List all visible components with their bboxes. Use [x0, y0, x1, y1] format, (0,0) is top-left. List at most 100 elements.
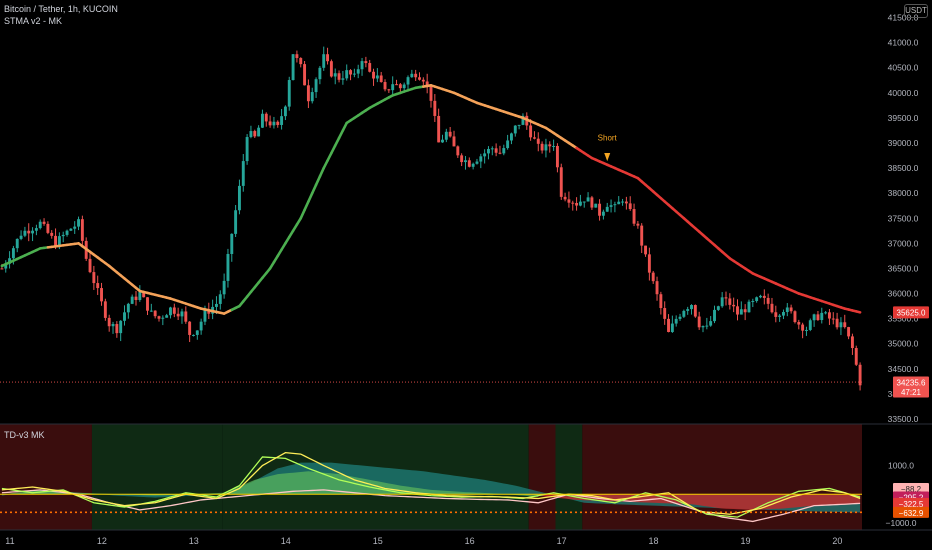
price-tags: 35625.034235.647:21−88.2−295.2−322.5−632… [893, 306, 929, 518]
candle-body [88, 258, 92, 273]
currency-button[interactable]: USDT [904, 4, 928, 18]
candle-body [406, 77, 410, 85]
candle-body [169, 307, 172, 316]
candle-body [674, 318, 678, 324]
candle-body [23, 230, 27, 236]
price-tick-label: 40000.0 [888, 88, 919, 98]
candle-body [713, 309, 716, 322]
candle-body [410, 73, 414, 78]
stma-segment [854, 310, 862, 314]
candle-body [379, 75, 383, 83]
candle-body [854, 348, 858, 365]
candle-body [732, 304, 736, 307]
candle-body [509, 133, 513, 141]
candle-body [471, 163, 475, 167]
candle-body [318, 67, 322, 80]
candle-body [249, 131, 253, 138]
candle-body [257, 127, 261, 137]
candle-body [624, 201, 628, 204]
price-axis[interactable]: 33500.034000.034500.035000.035500.036000… [0, 13, 932, 425]
candle-body [215, 303, 218, 307]
price-tick-label: 39000.0 [888, 138, 919, 148]
candle-body [383, 82, 387, 90]
candle-body [590, 197, 594, 208]
time-tick-label: 19 [740, 536, 750, 546]
candle-body [762, 295, 766, 298]
candle-body [644, 245, 647, 255]
candle-body [226, 253, 230, 281]
candle-body [234, 210, 238, 234]
candle-body [157, 316, 161, 319]
time-axis[interactable]: 11 12 13 14 15 16 17 18 19 20 [0, 529, 932, 546]
candle-body [441, 139, 444, 143]
candle-body [739, 309, 743, 315]
candle-body [490, 148, 494, 150]
candle-body [824, 312, 828, 314]
candle-body [153, 310, 157, 317]
candle-body [548, 144, 552, 147]
candle-body [736, 306, 739, 315]
candle-body [628, 203, 632, 210]
candle-body [310, 92, 314, 102]
candle-body [647, 254, 651, 273]
candle-body [161, 317, 165, 319]
candle-body [19, 235, 23, 239]
candle-body [816, 314, 820, 321]
indicator-title: STMA v2 - MK [4, 16, 63, 26]
candle-body [333, 73, 337, 77]
time-tick-label: 17 [557, 536, 567, 546]
candle-body [448, 131, 452, 137]
candle-body [483, 153, 487, 157]
candle-body [659, 294, 663, 309]
candle-body [203, 309, 207, 322]
candle-body [38, 221, 42, 229]
candle-body [613, 204, 617, 206]
candle-body [264, 113, 268, 122]
candle-body [663, 308, 667, 319]
candle-body [172, 307, 176, 314]
candle-body [594, 203, 598, 208]
oscillator-tick-label: 1000.0 [888, 461, 914, 471]
ma-price-tag-box [893, 306, 929, 319]
candle-body [337, 73, 341, 80]
candle-body [34, 228, 38, 231]
candle-body [540, 143, 544, 151]
candle-body [0, 268, 4, 270]
stma-segment [341, 121, 349, 132]
candle-body [245, 137, 249, 162]
candle-body [563, 196, 567, 200]
osc-value-tag-text: −88.2 [901, 485, 922, 494]
price-tick-label: 37000.0 [888, 238, 919, 248]
candle-body [858, 364, 862, 386]
candle-body [138, 292, 142, 301]
candle-body [513, 125, 517, 134]
candle-body [146, 297, 149, 311]
td-oscillator-pane[interactable]: TD-v3 MK [0, 424, 862, 530]
candle-body [57, 236, 61, 248]
candle-body [766, 297, 770, 304]
candle-body [693, 305, 697, 317]
oscillator-zone [555, 424, 583, 530]
candle-body [667, 318, 670, 332]
candle-body [115, 324, 119, 334]
candle-body [387, 89, 391, 91]
candle-body [8, 258, 12, 264]
candle-body [601, 211, 605, 216]
candle-body [586, 197, 590, 202]
candle-body [218, 294, 222, 304]
time-tick-label: 14 [281, 536, 291, 546]
candle-body [195, 330, 199, 335]
stma-segment [330, 144, 337, 155]
stma-segment [307, 191, 314, 203]
oscillator-zone [528, 424, 556, 530]
candle-body [126, 303, 130, 313]
candle-body [536, 138, 540, 144]
candle-body [123, 312, 126, 321]
oscillator-title: TD-v3 MK [4, 430, 45, 440]
candle-body [452, 136, 456, 147]
candle-body [697, 316, 701, 328]
last-price-tag-box [893, 376, 929, 398]
candle-body [720, 297, 724, 307]
candle-body [142, 292, 146, 298]
